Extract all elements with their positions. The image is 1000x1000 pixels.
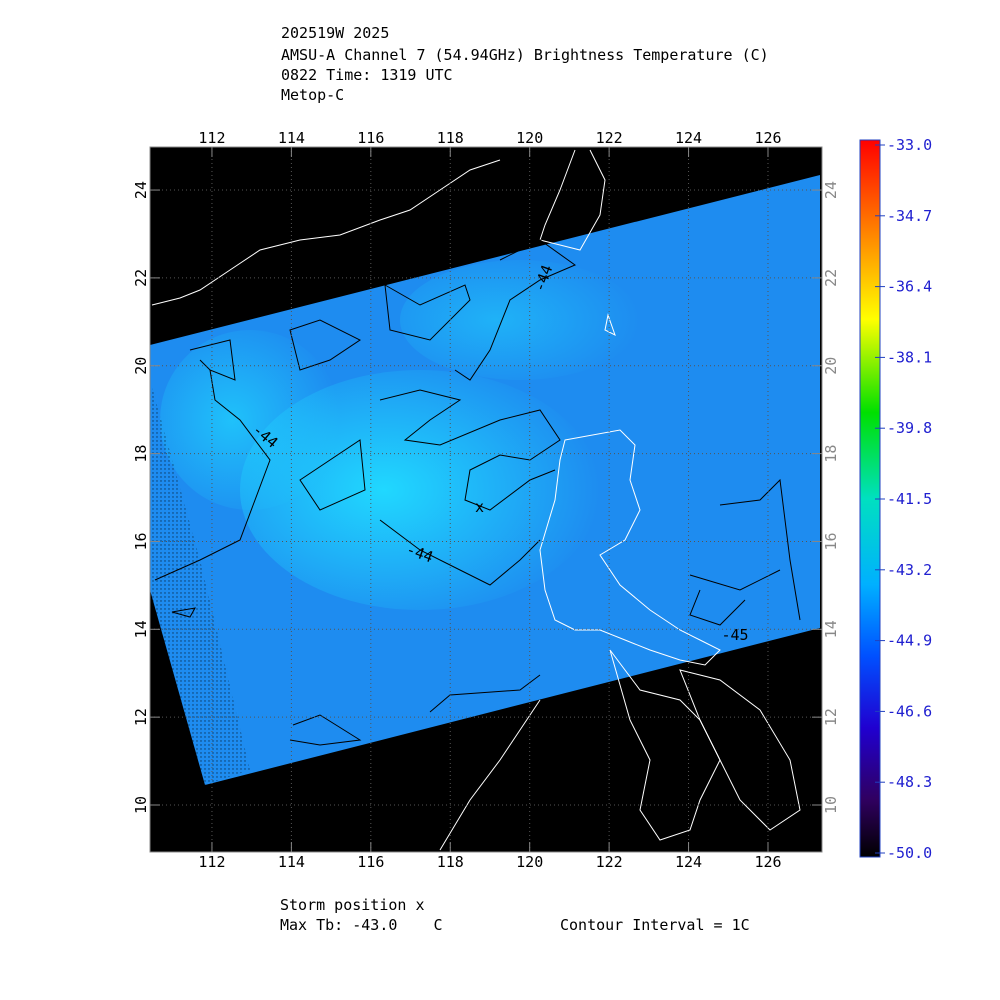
- colorbar-label: -44.9: [887, 632, 932, 650]
- y-tick-label: 10: [132, 796, 150, 814]
- x-tick-label: 124: [675, 853, 702, 871]
- x-tick-label: 120: [516, 853, 543, 871]
- title-line: Metop-C: [281, 86, 344, 104]
- colorbar-label: -50.0: [887, 844, 932, 862]
- colorbar-label: -36.4: [887, 278, 932, 296]
- swath-edge: [150, 380, 250, 785]
- footer-storm: Storm position x: [280, 896, 425, 914]
- warm-patch: [400, 260, 640, 380]
- contour-label: -45: [721, 626, 748, 644]
- x-tick-label: 112: [198, 853, 225, 871]
- colorbar-label: -33.0: [887, 136, 932, 154]
- y-tick-label: 12: [822, 708, 840, 726]
- y-tick-label: 18: [822, 445, 840, 463]
- title-line: AMSU-A Channel 7 (54.94GHz) Brightness T…: [281, 46, 769, 64]
- x-tick-label: 122: [596, 853, 623, 871]
- y-tick-label: 24: [132, 181, 150, 199]
- y-tick-label: 12: [132, 708, 150, 726]
- y-tick-label: 20: [132, 357, 150, 375]
- y-tick-label: 10: [822, 796, 840, 814]
- warm-patch: [160, 330, 340, 510]
- y-tick-label: 14: [822, 620, 840, 638]
- y-tick-label: 22: [822, 269, 840, 287]
- colorbar-label: -34.7: [887, 207, 932, 225]
- y-tick-label: 20: [822, 357, 840, 375]
- x-tick-label: 118: [437, 853, 464, 871]
- colorbar-label: -46.6: [887, 702, 932, 720]
- coastline: [151, 149, 801, 851]
- colorbar-label: -48.3: [887, 773, 932, 791]
- colorbar-label: -43.2: [887, 561, 932, 579]
- x-tick-label: 114: [278, 853, 305, 871]
- y-tick-label: 22: [132, 269, 150, 287]
- x-tick-label: 116: [357, 129, 384, 147]
- footer-contour-interval: Contour Interval = 1C: [560, 916, 750, 934]
- colorbar-label: -38.1: [887, 348, 932, 366]
- x-tick-label: 118: [437, 129, 464, 147]
- y-tick-label: 24: [822, 181, 840, 199]
- x-tick-label: 116: [357, 853, 384, 871]
- title-line: 202519W 2025: [281, 24, 389, 42]
- footer-max-tb: Max Tb: -43.0 C: [280, 916, 443, 934]
- x-tick-label: 120: [516, 129, 543, 147]
- y-tick-label: 18: [132, 445, 150, 463]
- y-tick-label: 16: [132, 532, 150, 550]
- title-line: 0822 Time: 1319 UTC: [281, 66, 453, 84]
- y-tick-label: 16: [822, 532, 840, 550]
- storm-marker: x: [475, 498, 484, 516]
- contour: [154, 239, 801, 746]
- colorbar-label: -41.5: [887, 490, 932, 508]
- x-tick-label: 126: [754, 129, 781, 147]
- x-tick-label: 124: [675, 129, 702, 147]
- x-tick-label: 122: [596, 129, 623, 147]
- x-tick-label: 112: [198, 129, 225, 147]
- map: [150, 147, 822, 852]
- x-tick-label: 114: [278, 129, 305, 147]
- x-tick-label: 126: [754, 853, 781, 871]
- map-frame: [149, 146, 823, 853]
- colorbar-label: -39.8: [887, 419, 932, 437]
- y-tick-label: 14: [132, 620, 150, 638]
